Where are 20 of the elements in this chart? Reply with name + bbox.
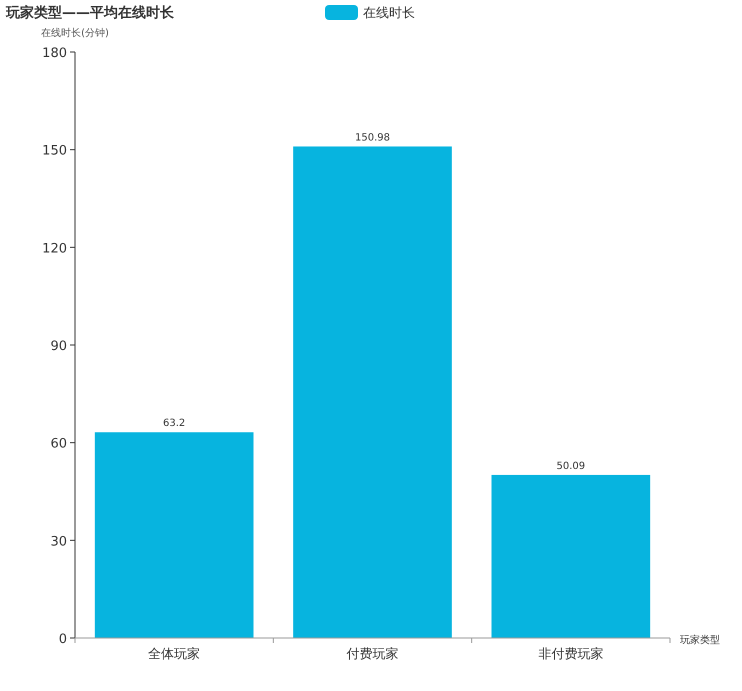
y-tick-label: 60 [50, 436, 67, 452]
y-tick-label: 0 [58, 632, 67, 647]
y-axis-title: 在线时长(分钟) [41, 27, 109, 39]
chart-title: 玩家类型——平均在线时长 [5, 4, 175, 21]
x-axis-title: 玩家类型 [680, 634, 720, 646]
bar [492, 474, 650, 638]
bar [293, 146, 452, 638]
data-label: 150.98 [355, 132, 390, 144]
data-label: 63.2 [163, 418, 186, 430]
x-tick-label: 全体玩家 [148, 646, 200, 662]
y-tick-label: 30 [50, 534, 67, 550]
data-label: 50.09 [556, 460, 586, 472]
y-tick-label: 150 [42, 144, 67, 159]
bar [94, 432, 254, 638]
y-tick-label: 90 [50, 339, 67, 354]
legend-label: 在线时长 [363, 6, 415, 21]
x-tick-label: 付费玩家 [346, 646, 398, 662]
x-tick-label: 非付费玩家 [538, 646, 604, 662]
y-tick-label: 180 [42, 46, 67, 61]
y-tick-label: 120 [42, 241, 67, 256]
